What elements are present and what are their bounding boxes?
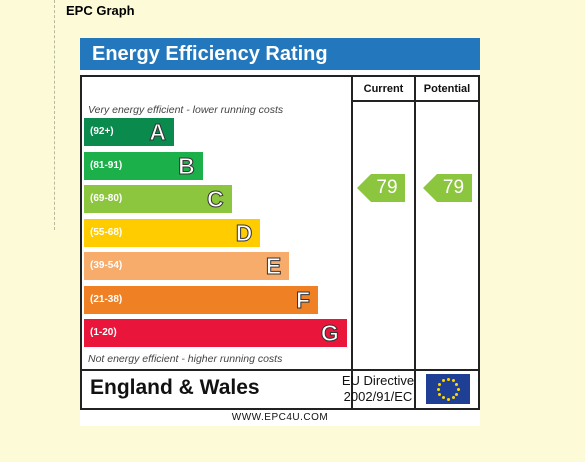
eu-star-icon [437, 392, 441, 396]
column-divider-current [351, 77, 353, 408]
current-rating-arrow: 79 [357, 174, 405, 202]
band-letter: F [295, 286, 310, 313]
band-range-label: (69-80) [90, 193, 123, 204]
eu-star-icon [446, 397, 450, 401]
rating-table: Current Potential Very energy efficient … [80, 75, 480, 410]
rating-band-c: (69-80) C [84, 185, 232, 213]
column-header-divider [351, 100, 478, 102]
band-range-label: (81-91) [90, 159, 123, 171]
eu-star-icon [456, 387, 460, 391]
bottom-efficiency-note: Not energy efficient - higher running co… [88, 353, 283, 365]
band-range-label: (21-38) [90, 293, 123, 305]
rating-band-a: (92+) A [84, 118, 174, 146]
page-divider [54, 0, 55, 230]
eu-star-icon [441, 378, 445, 382]
column-current-header: Current [363, 83, 404, 95]
eu-star-icon [441, 396, 445, 400]
rating-band-e: (39-54) E [84, 252, 290, 280]
region-label: England & Wales [90, 376, 260, 399]
eu-star-icon [436, 387, 440, 391]
band-range-label: (92+) [90, 126, 114, 137]
column-divider-potential [414, 77, 416, 408]
top-efficiency-note: Very energy efficient - lower running co… [88, 104, 284, 116]
column-potential-header: Potential [423, 83, 471, 95]
eu-star-icon [451, 396, 455, 400]
website-link[interactable]: WWW.EPC4U.COM [231, 412, 329, 423]
epc-title: Energy Efficiency Rating [80, 38, 480, 70]
eu-directive-text: EU Directive 2002/91/EC [338, 373, 418, 405]
band-letter: E [265, 253, 282, 280]
footer-divider [82, 369, 478, 371]
band-range-label: (1-20) [90, 327, 117, 338]
rating-band-b: (81-91) B [84, 151, 203, 180]
eu-flag-icon [426, 374, 470, 404]
rating-band-d: (55-68) D [84, 218, 261, 247]
band-letter: C [206, 186, 224, 213]
eu-star-icon [455, 392, 459, 396]
page-title: EPC Graph [66, 3, 135, 18]
eu-directive-line2: 2002/91/EC [343, 389, 413, 404]
band-letter: B [178, 152, 196, 179]
potential-rating-arrow: 79 [423, 174, 472, 202]
eu-directive-line1: EU Directive [341, 373, 415, 388]
band-letter: D [235, 219, 253, 246]
epc-graph: Energy Efficiency Rating Current Potenti… [80, 38, 480, 426]
eu-star-icon [451, 378, 455, 382]
band-letter: A [149, 119, 167, 146]
band-letter: G [320, 320, 339, 347]
rating-band-f: (21-38) F [84, 285, 318, 314]
rating-band-g: (1-20) G [84, 319, 347, 347]
band-range-label: (55-68) [90, 226, 123, 238]
eu-star-icon [437, 382, 441, 386]
eu-star-icon [446, 377, 450, 381]
band-range-label: (39-54) [90, 260, 123, 271]
eu-star-icon [455, 382, 459, 386]
